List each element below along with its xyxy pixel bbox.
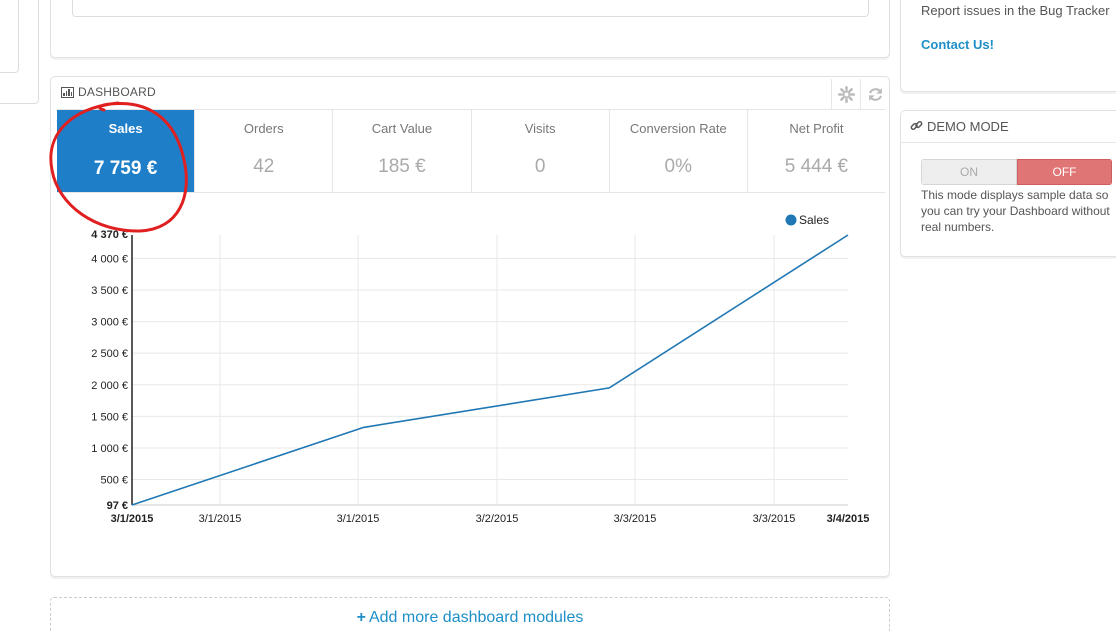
y-tick-label: 3 500 € bbox=[91, 285, 128, 297]
demo-mode-header: DEMO MODE bbox=[901, 111, 1116, 143]
legend-label-sales: Sales bbox=[799, 213, 829, 227]
left-panel-edge bbox=[0, 0, 39, 104]
demo-mode-panel: DEMO MODE ON OFF This mode displays samp… bbox=[900, 110, 1116, 257]
x-tick-label: 3/1/2015 bbox=[199, 513, 242, 525]
top-panel-inner bbox=[72, 0, 869, 17]
help-panel: Report issues in the Bug Tracker Contact… bbox=[900, 0, 1116, 92]
x-tick-label: 3/3/2015 bbox=[614, 513, 657, 525]
kpi-label: Cart Value bbox=[371, 121, 433, 136]
demo-on-option[interactable]: ON bbox=[921, 159, 1017, 185]
link-icon bbox=[910, 119, 923, 135]
y-tick-label: 1 500 € bbox=[91, 411, 128, 423]
kpi-label: Orders bbox=[243, 121, 284, 136]
x-tick-label: 3/4/2015 bbox=[827, 513, 870, 525]
bar-chart-icon bbox=[61, 86, 74, 98]
sales-chart: 500 € 1 000 € 1 500 € 2 000 € 2 500 € 3 000 €… bbox=[91, 213, 870, 525]
demo-off-option[interactable]: OFF bbox=[1017, 159, 1112, 185]
add-modules-label: Add more dashboard modules bbox=[368, 609, 584, 626]
y-tick-label: 4 000 € bbox=[91, 253, 128, 265]
left-panel-inner-edge bbox=[0, 0, 19, 73]
dashboard-title: DASHBOARD bbox=[61, 85, 156, 99]
refresh-icon[interactable] bbox=[860, 79, 890, 109]
demo-mode-description: This mode displays sample data so you ca… bbox=[921, 188, 1110, 234]
x-tick-label: 3/2/2015 bbox=[476, 513, 519, 525]
dashboard-panel: DASHBOARD Sales 7 759 € Orders 42 Cart V… bbox=[50, 76, 890, 577]
y-tick-label: 500 € bbox=[100, 475, 128, 487]
kpi-net-profit[interactable]: Net Profit 5 444 € bbox=[748, 110, 885, 192]
y-tick-label: 2 500 € bbox=[91, 348, 128, 360]
y-tick-label: 2 000 € bbox=[91, 380, 128, 392]
y-tick-label: 1 000 € bbox=[91, 443, 128, 455]
series-line-sales bbox=[131, 234, 849, 506]
legend-marker-sales bbox=[785, 214, 797, 226]
kpi-label: Net Profit bbox=[789, 121, 844, 136]
plus-icon: + bbox=[356, 609, 366, 626]
kpi-conversion-rate[interactable]: Conversion Rate 0% bbox=[610, 110, 748, 192]
add-modules-button[interactable]: + Add more dashboard modules bbox=[50, 597, 890, 631]
kpi-value: 42 bbox=[253, 156, 275, 177]
y-max-label: 4 370 € bbox=[91, 229, 128, 241]
demo-mode-title: DEMO MODE bbox=[927, 119, 1009, 134]
y-tick-label: 3 000 € bbox=[91, 317, 128, 329]
contact-us-link[interactable]: Contact Us! bbox=[921, 37, 994, 52]
bug-tracker-text: Report issues in the Bug Tracker bbox=[921, 3, 1110, 18]
x-tick-label: 3/1/2015 bbox=[111, 513, 154, 525]
y-min-label: 97 € bbox=[107, 500, 128, 512]
kpi-label: Conversion Rate bbox=[629, 121, 727, 136]
kpi-label: Visits bbox=[524, 121, 556, 136]
kpi-orders[interactable]: Orders 42 bbox=[195, 110, 334, 192]
x-tick-label: 3/3/2015 bbox=[753, 513, 796, 525]
dashboard-header: DASHBOARD bbox=[51, 77, 889, 109]
gear-icon[interactable] bbox=[831, 79, 861, 109]
x-tick-label: 3/1/2015 bbox=[337, 513, 380, 525]
kpi-value: 185 € bbox=[378, 156, 426, 177]
top-panel bbox=[50, 0, 890, 58]
kpi-value: 5 444 € bbox=[784, 156, 849, 177]
kpi-value: 0% bbox=[664, 156, 692, 177]
kpi-value: 0 bbox=[534, 156, 546, 177]
demo-mode-toggle[interactable]: ON OFF bbox=[921, 159, 1112, 185]
dashboard-title-label: DASHBOARD bbox=[78, 85, 156, 99]
kpi-cart-value[interactable]: Cart Value 185 € bbox=[333, 110, 472, 192]
kpi-visits[interactable]: Visits 0 bbox=[472, 110, 610, 192]
